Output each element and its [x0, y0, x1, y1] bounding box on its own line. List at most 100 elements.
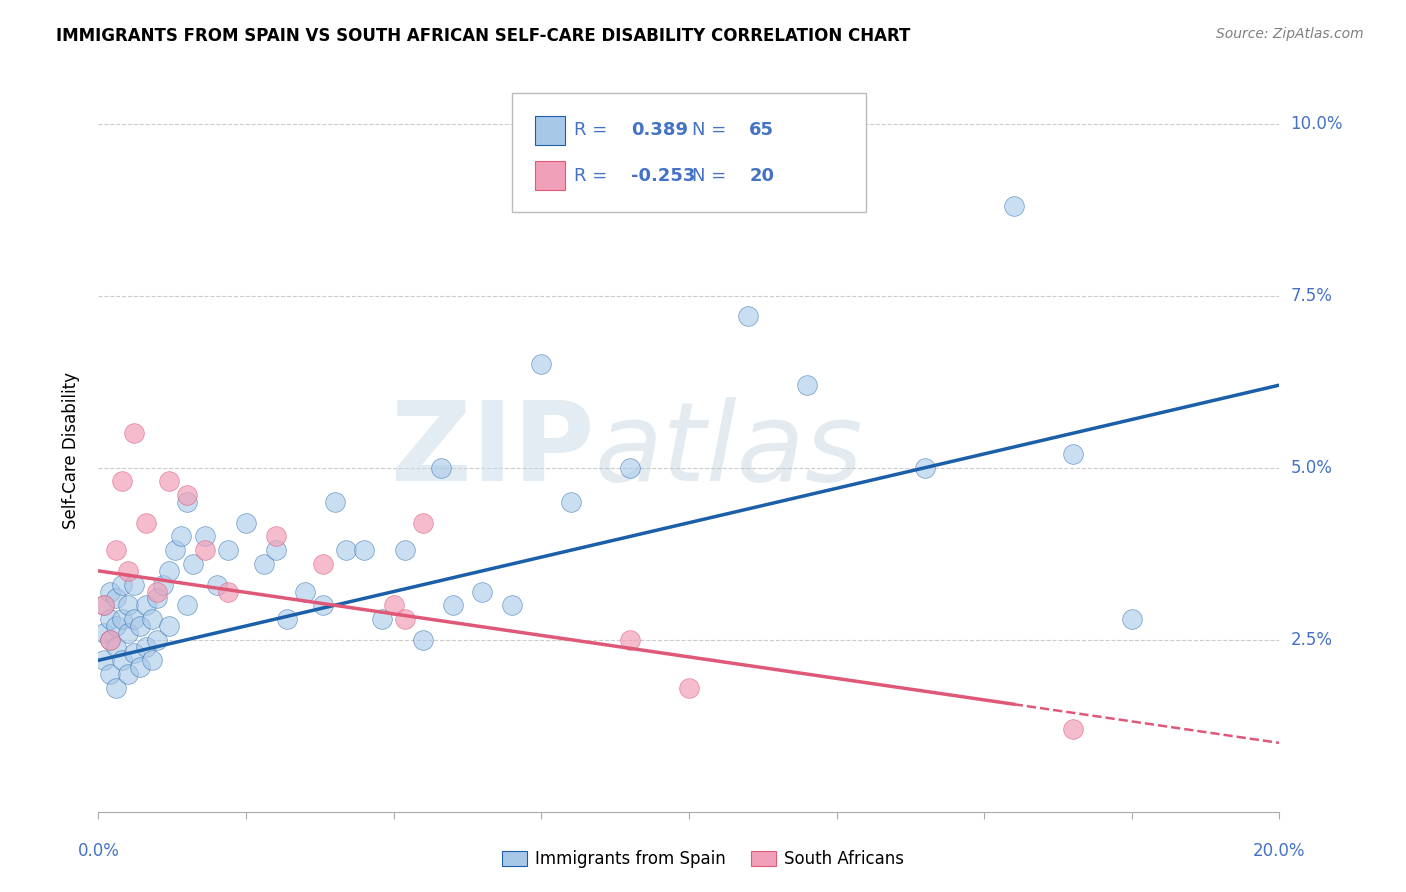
Text: 7.5%: 7.5%: [1291, 286, 1333, 305]
Point: [394, 543, 416, 558]
Point: [914, 460, 936, 475]
Point: [1002, 199, 1025, 213]
Text: IMMIGRANTS FROM SPAIN VS SOUTH AFRICAN SELF-CARE DISABILITY CORRELATION CHART: IMMIGRANTS FROM SPAIN VS SOUTH AFRICAN S…: [56, 27, 911, 45]
Point: [176, 488, 198, 502]
Text: N =: N =: [693, 167, 733, 185]
Text: 0.0%: 0.0%: [77, 842, 120, 860]
Point: [157, 619, 180, 633]
Point: [93, 653, 115, 667]
Point: [135, 599, 157, 613]
Point: [111, 612, 134, 626]
Point: [98, 632, 121, 647]
Text: R =: R =: [575, 121, 613, 139]
Point: [1062, 447, 1084, 461]
Point: [194, 543, 217, 558]
Point: [560, 495, 582, 509]
Point: [176, 599, 198, 613]
Point: [312, 599, 335, 613]
Point: [737, 310, 759, 324]
Point: [135, 516, 157, 530]
Point: [122, 426, 145, 441]
Point: [217, 543, 239, 558]
Point: [501, 599, 523, 613]
Point: [312, 557, 335, 571]
Point: [111, 475, 134, 489]
Text: 0.389: 0.389: [631, 121, 688, 139]
Point: [141, 612, 163, 626]
Point: [217, 584, 239, 599]
Point: [1121, 612, 1143, 626]
FancyBboxPatch shape: [536, 161, 565, 190]
Point: [93, 599, 115, 613]
Point: [181, 557, 204, 571]
Text: 20.0%: 20.0%: [1253, 842, 1306, 860]
Point: [253, 557, 276, 571]
Point: [98, 632, 121, 647]
Point: [128, 660, 150, 674]
Point: [128, 619, 150, 633]
Point: [205, 577, 228, 591]
Text: ZIP: ZIP: [391, 397, 595, 504]
Point: [105, 681, 128, 695]
Point: [135, 640, 157, 654]
Point: [530, 358, 553, 372]
Point: [122, 577, 145, 591]
Text: atlas: atlas: [595, 397, 863, 504]
Point: [335, 543, 357, 558]
Text: 65: 65: [749, 121, 775, 139]
Point: [111, 653, 134, 667]
Point: [276, 612, 298, 626]
Point: [117, 564, 139, 578]
Text: R =: R =: [575, 167, 613, 185]
Point: [170, 529, 193, 543]
Y-axis label: Self-Care Disability: Self-Care Disability: [62, 372, 80, 529]
Point: [678, 151, 700, 165]
Point: [678, 681, 700, 695]
Point: [471, 584, 494, 599]
Point: [117, 625, 139, 640]
Point: [111, 577, 134, 591]
Point: [412, 516, 434, 530]
Point: [194, 529, 217, 543]
Point: [98, 612, 121, 626]
Point: [146, 591, 169, 606]
Point: [157, 564, 180, 578]
Point: [165, 543, 187, 558]
FancyBboxPatch shape: [536, 116, 565, 145]
Point: [1062, 722, 1084, 736]
Point: [157, 475, 180, 489]
Point: [264, 529, 287, 543]
Point: [122, 612, 145, 626]
Point: [371, 612, 394, 626]
Point: [105, 619, 128, 633]
Point: [264, 543, 287, 558]
Point: [105, 591, 128, 606]
Point: [394, 612, 416, 626]
Point: [430, 460, 453, 475]
Point: [796, 378, 818, 392]
Point: [294, 584, 316, 599]
Point: [105, 543, 128, 558]
Point: [152, 577, 174, 591]
Point: [93, 599, 115, 613]
Point: [382, 599, 405, 613]
Point: [412, 632, 434, 647]
FancyBboxPatch shape: [512, 93, 866, 212]
Point: [117, 599, 139, 613]
Text: 10.0%: 10.0%: [1291, 114, 1343, 133]
Point: [117, 667, 139, 681]
Text: 5.0%: 5.0%: [1291, 458, 1333, 476]
Point: [323, 495, 346, 509]
Point: [146, 632, 169, 647]
Point: [122, 647, 145, 661]
Text: 2.5%: 2.5%: [1291, 631, 1333, 648]
Text: 20: 20: [749, 167, 775, 185]
Text: N =: N =: [693, 121, 733, 139]
Point: [441, 599, 464, 613]
Point: [98, 584, 121, 599]
Point: [176, 495, 198, 509]
Point: [619, 460, 641, 475]
Point: [105, 640, 128, 654]
Point: [235, 516, 257, 530]
Point: [98, 667, 121, 681]
